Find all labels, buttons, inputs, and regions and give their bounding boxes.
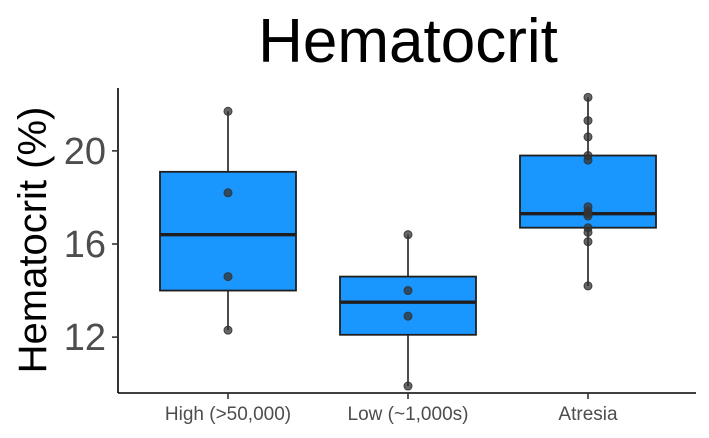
box-group	[519, 92, 657, 291]
box-group	[159, 106, 297, 335]
data-point	[583, 155, 593, 165]
data-point	[583, 116, 593, 126]
data-point	[583, 227, 593, 237]
y-tick-label: 16	[64, 224, 106, 266]
y-tick-label: 20	[64, 131, 106, 173]
data-point	[583, 211, 593, 221]
data-point	[223, 106, 233, 116]
box-group	[339, 230, 477, 391]
box-iqr	[339, 275, 477, 336]
y-axis-ticks: 12 16 20	[64, 131, 118, 359]
data-point	[583, 281, 593, 291]
y-tick-label: 12	[64, 317, 106, 359]
data-point	[403, 286, 413, 296]
plot-area	[159, 92, 657, 391]
data-point	[223, 325, 233, 335]
data-point	[583, 132, 593, 142]
x-tick-label: High (>50,000)	[165, 404, 291, 425]
x-tick-label: Low (~1,000s)	[348, 404, 469, 425]
data-point	[583, 92, 593, 102]
x-tick-label: Atresia	[558, 404, 618, 425]
data-point	[403, 381, 413, 391]
x-axis-ticks: High (>50,000) Low (~1,000s) Atresia	[165, 393, 618, 425]
data-point	[223, 188, 233, 198]
data-point	[223, 272, 233, 282]
data-point	[583, 237, 593, 247]
data-point	[403, 230, 413, 240]
data-point	[403, 311, 413, 321]
chart-title: Hematocrit	[258, 7, 558, 76]
y-axis-label: Hematocrit (%)	[11, 107, 55, 374]
